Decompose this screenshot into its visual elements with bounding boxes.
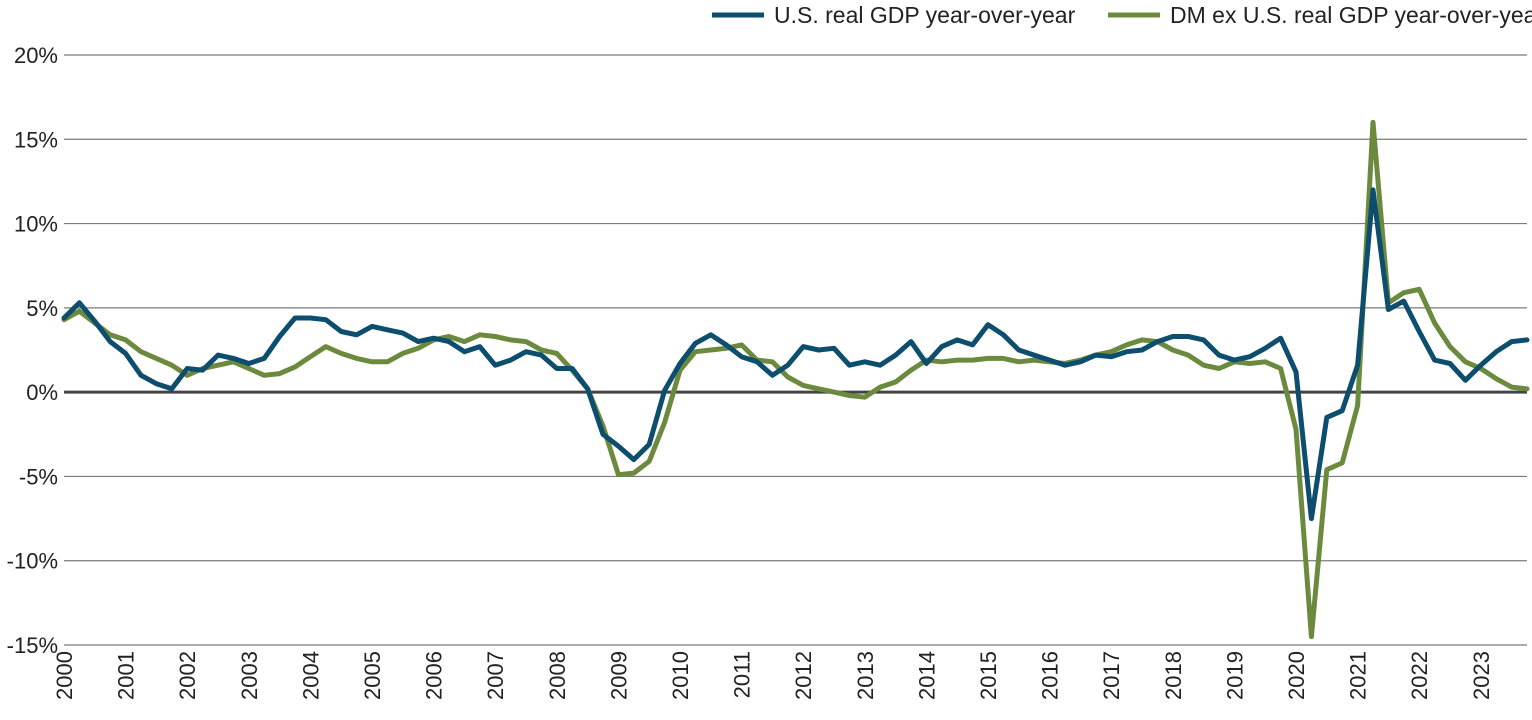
legend-label: DM ex U.S. real GDP year-over-year [1170,2,1532,28]
x-tick-label: 2006 [422,651,447,700]
x-axis-ticks: 2000 2001 2002 2003 2004 2005 2006 2007 2008 2009… [52,651,1494,700]
x-tick-label: 2013 [853,651,878,700]
x-tick-label: 2020 [1284,651,1309,700]
x-tick-label: 2021 [1346,651,1371,700]
plot-area [61,119,1530,640]
y-axis-ticks: 20% 15% 10% 5% 0% -5% -10% -15% [7,43,58,658]
x-tick-label: 2003 [237,651,262,700]
x-tick-label: 2018 [1161,651,1186,700]
y-tick-label: 10% [14,212,58,237]
y-tick-label: 5% [26,296,58,321]
series-line-us-gdp [61,187,1530,522]
legend-label: U.S. real GDP year-over-year [774,2,1076,28]
x-tick-label: 2009 [606,651,631,700]
x-tick-label: 2014 [914,651,939,700]
x-tick-label: 2012 [791,651,816,700]
x-tick-label: 2000 [52,651,77,700]
x-tick-label: 2010 [668,651,693,700]
x-tick-label: 2008 [545,651,570,700]
x-tick-label: 2005 [360,651,385,700]
x-tick-label: 2022 [1407,651,1432,700]
x-tick-label: 2015 [976,651,1001,700]
y-tick-label: -5% [19,464,58,489]
y-tick-label: -15% [7,633,58,658]
x-tick-label: 2002 [175,651,200,700]
legend: U.S. real GDP year-over-year DM ex U.S. r… [712,2,1532,28]
y-tick-label: 0% [26,380,58,405]
y-tick-label: 20% [14,43,58,68]
series-line-dm-ex-us-gdp [61,119,1530,640]
x-tick-label: 2004 [298,651,323,700]
x-tick-label: 2023 [1469,651,1494,700]
x-tick-label: 2017 [1099,651,1124,700]
gridlines [64,54,1527,646]
y-tick-label: 15% [14,127,58,152]
x-tick-label: 2001 [114,651,139,700]
y-tick-label: -10% [7,549,58,574]
x-tick-label: 2019 [1222,651,1247,700]
x-tick-label: 2011 [730,651,755,698]
x-tick-label: 2016 [1038,651,1063,700]
x-tick-label: 2007 [483,651,508,700]
